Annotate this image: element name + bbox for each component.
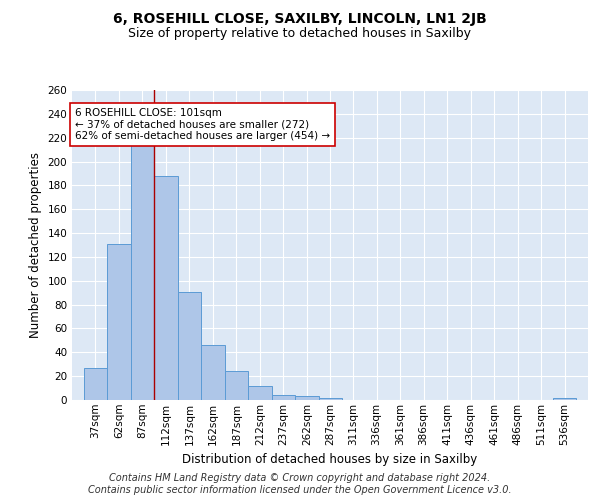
Text: 6 ROSEHILL CLOSE: 101sqm
← 37% of detached houses are smaller (272)
62% of semi-: 6 ROSEHILL CLOSE: 101sqm ← 37% of detach… [75, 108, 330, 141]
Bar [248, 386, 272, 400]
Text: Contains HM Land Registry data © Crown copyright and database right 2024.
Contai: Contains HM Land Registry data © Crown c… [88, 474, 512, 495]
Bar [319, 398, 342, 400]
Bar [84, 368, 107, 400]
Bar [154, 176, 178, 400]
Bar [553, 398, 576, 400]
Bar [202, 345, 224, 400]
Text: 6, ROSEHILL CLOSE, SAXILBY, LINCOLN, LN1 2JB: 6, ROSEHILL CLOSE, SAXILBY, LINCOLN, LN1… [113, 12, 487, 26]
X-axis label: Distribution of detached houses by size in Saxilby: Distribution of detached houses by size … [182, 453, 478, 466]
Bar [295, 396, 319, 400]
Bar [272, 395, 295, 400]
Y-axis label: Number of detached properties: Number of detached properties [29, 152, 42, 338]
Bar [131, 136, 154, 400]
Bar [225, 372, 248, 400]
Bar [107, 244, 131, 400]
Bar [178, 292, 201, 400]
Text: Size of property relative to detached houses in Saxilby: Size of property relative to detached ho… [128, 28, 472, 40]
